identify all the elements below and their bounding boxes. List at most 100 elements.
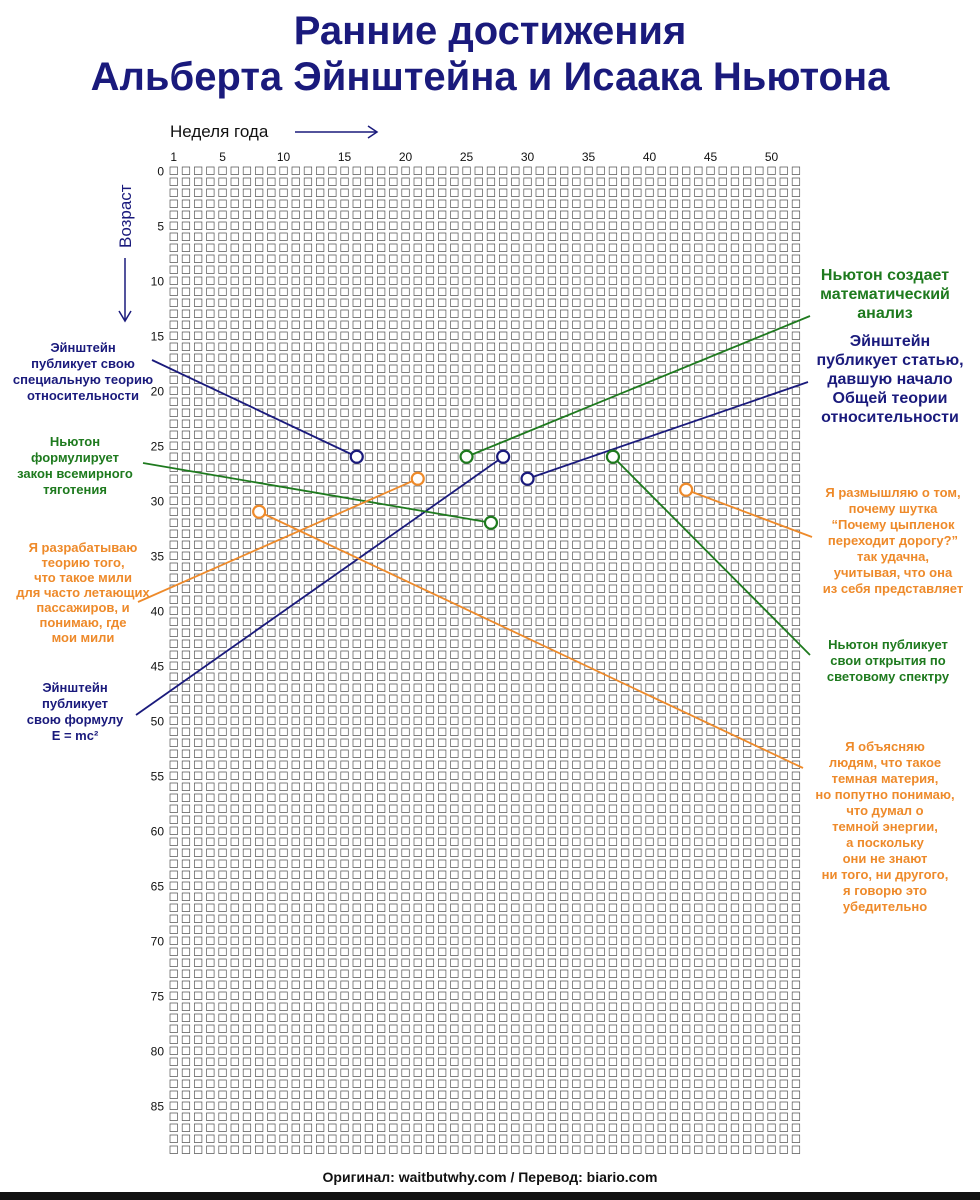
annotation-line: пассажиров, и [36, 600, 130, 615]
grid-row [169, 650, 801, 659]
grid-row [169, 870, 801, 879]
grid-row [169, 496, 801, 505]
annotation-newton-calculus: Ньютон создает математический анализ [795, 266, 975, 323]
annotation-author-dark-matter: Я объясняю людям, что такое темная материя… [800, 739, 970, 915]
annotation-line: Я размышляю о том, [825, 485, 961, 500]
credits-footer: Оригинал: waitbutwhy.com / Перевод: biar… [322, 1169, 658, 1185]
grid-row [169, 518, 801, 527]
y-tick-label: 80 [151, 1044, 165, 1058]
grid-row [169, 683, 801, 692]
x-tick-label: 40 [643, 150, 657, 164]
grid-row [169, 551, 801, 560]
grid-row [169, 881, 801, 890]
grid-row [169, 1068, 801, 1077]
annotation-line: учитывая, что она [833, 565, 953, 580]
annotation-line: темная материя, [831, 771, 939, 786]
annotation-line: Эйнштейн [42, 680, 108, 695]
grid-row [169, 331, 801, 340]
grid-row [169, 1002, 801, 1011]
grid-row [169, 1013, 801, 1022]
grid-row [169, 474, 801, 483]
grid-row [169, 463, 801, 472]
annotation-einstein-special-relativity: Эйнштейн публикует свою специальную теорию… [8, 340, 158, 404]
annotation-line: давшую начало [827, 371, 953, 388]
grid-row [169, 1123, 801, 1132]
leader-line-newton-gravitation [142, 462, 492, 524]
leader-line-author-chicken-joke [685, 488, 813, 538]
annotation-line: переходит дорогу?” [827, 533, 959, 548]
grid-row [169, 573, 801, 582]
annotation-line: понимаю, где [39, 615, 127, 630]
grid-row [169, 166, 801, 175]
y-axis-arrowhead [118, 310, 132, 323]
y-tick-label: 15 [151, 329, 165, 343]
grid-row [169, 397, 801, 406]
point-author-dark-matter [252, 504, 267, 519]
grid-row [169, 958, 801, 967]
grid-row [169, 606, 801, 615]
grid-row [169, 562, 801, 571]
annotation-line: а поскольку [846, 835, 924, 850]
x-tick-label: 1 [170, 150, 177, 164]
annotation-line: свои открытия по [830, 653, 946, 668]
grid-row [169, 408, 801, 417]
annotation-line: публикует свою [31, 356, 135, 371]
annotation-line: “Почему цыпленок [831, 517, 955, 532]
grid-row [169, 485, 801, 494]
annotation-line: световому спектру [826, 669, 950, 684]
grid-row [169, 859, 801, 868]
grid-row [169, 584, 801, 593]
grid-row [169, 1035, 801, 1044]
grid-row [169, 903, 801, 912]
annotation-line: Эйнштейн [50, 340, 116, 355]
annotation-einstein-general-relativity: Эйнштейн публикует статью, давшую начало Об… [800, 332, 980, 427]
y-axis-label: Возраст [116, 184, 135, 248]
grid-row [169, 199, 801, 208]
grid-row [169, 760, 801, 769]
grid-row [169, 892, 801, 901]
grid-row [169, 936, 801, 945]
grid-row [169, 1101, 801, 1110]
grid-row [169, 771, 801, 780]
grid-row [169, 287, 801, 296]
grid-row [169, 925, 801, 934]
annotation-line: публикует [41, 696, 109, 711]
annotation-line: Эйнштейн [849, 333, 931, 350]
grid-row [169, 441, 801, 450]
grid-row [169, 265, 801, 274]
grid-row [169, 639, 801, 648]
grid-row [169, 694, 801, 703]
annotation-einstein-emc2: Эйнштейн публикует свою формулу E = mc² [20, 680, 130, 744]
leader-line-newton-calculus [466, 315, 811, 458]
annotation-line: темной энергии, [832, 819, 938, 834]
annotation-line: мои мили [51, 630, 115, 645]
grid-row [169, 232, 801, 241]
grid-row [169, 837, 801, 846]
grid-row [169, 342, 801, 351]
annotation-author-chicken-joke: Я размышляю о том, почему шутка “Почему цы… [808, 485, 978, 597]
title-line-2: Альберта Эйнштейна и Исаака Ньютона [90, 55, 890, 99]
y-tick-label: 65 [151, 879, 165, 893]
grid-row [169, 628, 801, 637]
grid-row [169, 848, 801, 857]
x-axis-label: Неделя года [170, 122, 269, 141]
annotation-line: свою формулу [26, 712, 124, 727]
grid-row [169, 430, 801, 439]
title-line-1: Ранние достижения [293, 9, 687, 53]
annotation-line: что такое мили [34, 570, 132, 585]
x-tick-label: 5 [219, 150, 226, 164]
leader-line-author-miles [137, 477, 419, 603]
x-tick-label: 35 [582, 150, 596, 164]
annotation-line: E = mc² [51, 728, 99, 743]
data-points [252, 449, 694, 530]
y-tick-label: 55 [151, 769, 165, 783]
grid-row [169, 1046, 801, 1055]
annotation-line: формулирует [31, 450, 119, 465]
y-tick-label: 50 [151, 714, 165, 728]
y-tick-label: 85 [151, 1099, 165, 1113]
grid-row [169, 276, 801, 285]
grid-row [169, 815, 801, 824]
grid-row [169, 661, 801, 670]
grid-row [169, 991, 801, 1000]
